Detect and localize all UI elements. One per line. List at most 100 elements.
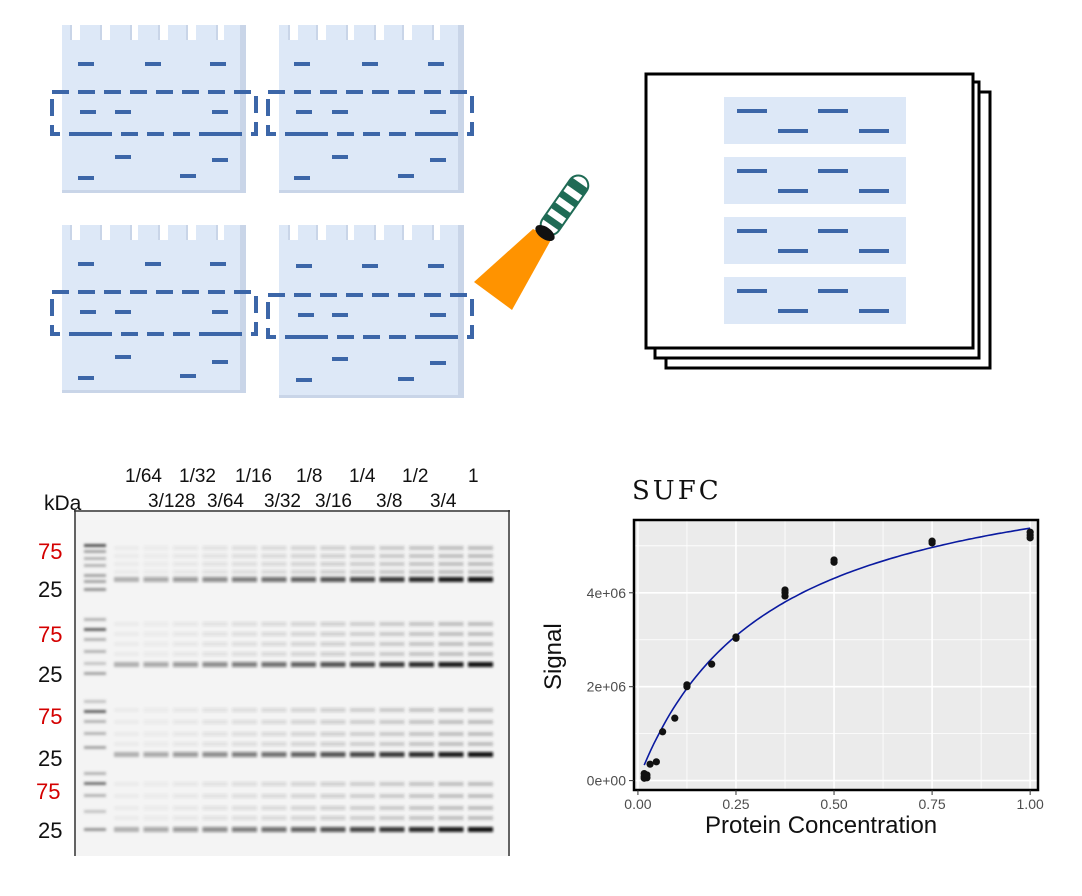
protein-band: [350, 554, 375, 558]
protein-band: [320, 570, 346, 574]
protein-band: [261, 562, 287, 566]
protein-band: [202, 732, 228, 736]
protein-band: [438, 806, 464, 810]
protein-band: [202, 742, 228, 746]
gel-slab-3: [50, 225, 258, 393]
protein-band: [232, 816, 257, 820]
protein-band: [409, 827, 434, 832]
protein-band: [409, 642, 434, 646]
x-tick-label: 0.50: [820, 796, 847, 812]
ladder-band: [84, 782, 106, 785]
protein-band: [202, 562, 228, 566]
protein-band: [291, 782, 316, 786]
mw-marker-label: 75: [38, 622, 63, 647]
protein-band: [143, 546, 169, 550]
protein-band: [173, 546, 198, 550]
protein-band: [438, 642, 464, 646]
protein-band: [409, 622, 434, 626]
protein-band: [143, 806, 169, 810]
protein-band: [468, 642, 493, 646]
protein-band: [409, 816, 434, 820]
protein-band: [438, 662, 464, 667]
flashlight-icon: [474, 174, 590, 310]
protein-band: [468, 708, 493, 712]
data-point: [671, 714, 679, 722]
protein-band: [232, 720, 257, 724]
protein-band: [232, 752, 257, 757]
protein-band: [202, 752, 228, 757]
selection-box: [50, 90, 258, 136]
protein-band: [350, 752, 375, 757]
selection-box: [266, 90, 474, 136]
mw-marker-label: 75: [36, 779, 61, 804]
protein-band: [114, 632, 139, 636]
ladder-band: [84, 732, 106, 735]
protein-band: [409, 806, 434, 810]
protein-band: [114, 642, 139, 646]
ladder-band: [84, 810, 106, 813]
protein-band: [291, 742, 316, 746]
protein-band: [173, 577, 198, 582]
protein-band: [438, 708, 464, 712]
protein-band: [232, 632, 257, 636]
dilution-label: 3/8: [376, 491, 403, 512]
dilution-label: 3/32: [264, 491, 301, 512]
protein-band: [409, 562, 434, 566]
dilution-label: 1/4: [349, 466, 376, 487]
ladder-band: [84, 588, 106, 591]
protein-band: [261, 662, 287, 667]
protein-band: [173, 782, 198, 786]
protein-band: [261, 708, 287, 712]
y-tick-label: 2e+06: [587, 679, 627, 695]
protein-band: [350, 622, 375, 626]
protein-band: [438, 782, 464, 786]
ladder-band: [84, 828, 106, 831]
protein-band: [438, 570, 464, 574]
protein-band: [409, 708, 434, 712]
protein-band: [438, 554, 464, 558]
protein-band: [409, 752, 434, 757]
protein-band: [438, 742, 464, 746]
dilution-label: 1/32: [179, 466, 216, 487]
protein-band: [173, 562, 198, 566]
protein-band: [232, 554, 257, 558]
protein-band: [320, 577, 346, 582]
protein-band: [202, 720, 228, 724]
protein-band: [261, 782, 287, 786]
plot-border: [632, 518, 1040, 792]
protein-band: [468, 577, 493, 582]
protein-band: [350, 732, 375, 736]
protein-band: [232, 642, 257, 646]
mw-marker-label: 75: [38, 704, 63, 729]
protein-band: [468, 752, 493, 757]
protein-band: [261, 720, 287, 724]
protein-band: [320, 827, 346, 832]
protein-band: [173, 720, 198, 724]
ladder-band: [84, 672, 106, 675]
protein-band: [291, 570, 316, 574]
protein-band: [291, 806, 316, 810]
protein-band: [143, 662, 169, 667]
protein-band: [202, 546, 228, 550]
protein-band: [114, 577, 139, 582]
ladder-band: [84, 550, 106, 553]
protein-band: [261, 577, 287, 582]
protein-band: [438, 622, 464, 626]
protein-band: [173, 622, 198, 626]
protein-band: [320, 554, 346, 558]
protein-band: [143, 554, 169, 558]
protein-band: [409, 577, 434, 582]
x-axis-label: Protein Concentration: [705, 812, 938, 839]
protein-band: [438, 720, 464, 724]
protein-band: [114, 720, 139, 724]
protein-band: [438, 562, 464, 566]
protein-band: [202, 782, 228, 786]
protein-band: [350, 782, 375, 786]
protein-band: [114, 662, 139, 667]
protein-band: [173, 642, 198, 646]
protein-band: [232, 570, 257, 574]
data-point: [683, 681, 691, 689]
protein-band: [379, 562, 405, 566]
protein-band: [114, 546, 139, 550]
protein-band: [468, 794, 493, 798]
